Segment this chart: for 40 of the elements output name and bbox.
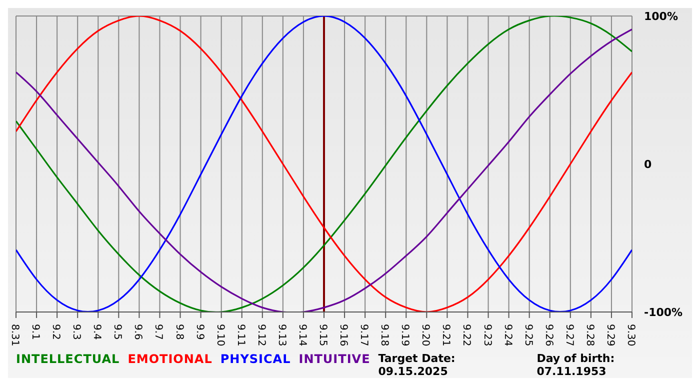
- x-tick-label: 9.7: [152, 324, 164, 340]
- x-tick-label: 9.1: [30, 324, 41, 340]
- text: PHYSICAL: [220, 352, 291, 368]
- x-tick-label: 9.25: [522, 324, 534, 346]
- x-tick-label: 9.14: [296, 324, 308, 346]
- x-tick-label: 9.12: [255, 324, 266, 346]
- x-tick-label: 9.9: [194, 324, 205, 340]
- x-tick-label: 9.19: [399, 324, 410, 346]
- x-tick-label: 9.3: [70, 324, 82, 340]
- x-tick-label: 9.23: [481, 324, 492, 346]
- x-tick-label: 9.17: [358, 324, 370, 346]
- x-tick-label: 9.11: [234, 324, 246, 346]
- x-tick-label: 9.20: [420, 324, 431, 346]
- x-tick-label: 9.28: [584, 324, 595, 346]
- x-tick-label: 9.29: [604, 324, 616, 346]
- x-tick-label: 9.4: [91, 324, 102, 340]
- text: Day of birth: 07.11.1953: [536, 352, 616, 378]
- y-tick-label: 0: [644, 158, 652, 171]
- x-tick-label: 9.24: [502, 324, 513, 346]
- x-tick-label: 9.22: [460, 324, 472, 346]
- text: EMOTIONAL: [128, 352, 212, 368]
- x-tick-label: 9.8: [173, 324, 184, 340]
- x-tick-label: 9.18: [378, 324, 390, 346]
- y-tick-label: 100%: [644, 10, 678, 23]
- x-tick-label: 9.30: [625, 324, 636, 346]
- x-tick-label: 9.27: [563, 324, 574, 346]
- x-tick-label: 9.15: [317, 324, 328, 346]
- x-tick-label: 8.31: [9, 324, 20, 346]
- x-tick-label: 9.2: [50, 324, 62, 340]
- x-tick-label: 9.13: [276, 324, 287, 346]
- text: INTUITIVE: [298, 352, 370, 368]
- x-tick-label: 9.6: [132, 324, 144, 340]
- y-tick-label: -100%: [644, 306, 683, 319]
- x-tick-label: 9.10: [214, 324, 226, 346]
- x-tick-label: 9.16: [338, 324, 349, 346]
- text: Target Date: 09.15.2025: [378, 352, 456, 378]
- x-tick-label: 9.21: [440, 324, 452, 346]
- x-tick-label: 9.5: [112, 324, 123, 340]
- x-tick-label: 9.26: [542, 324, 554, 346]
- text: INTELLECTUAL: [16, 352, 120, 368]
